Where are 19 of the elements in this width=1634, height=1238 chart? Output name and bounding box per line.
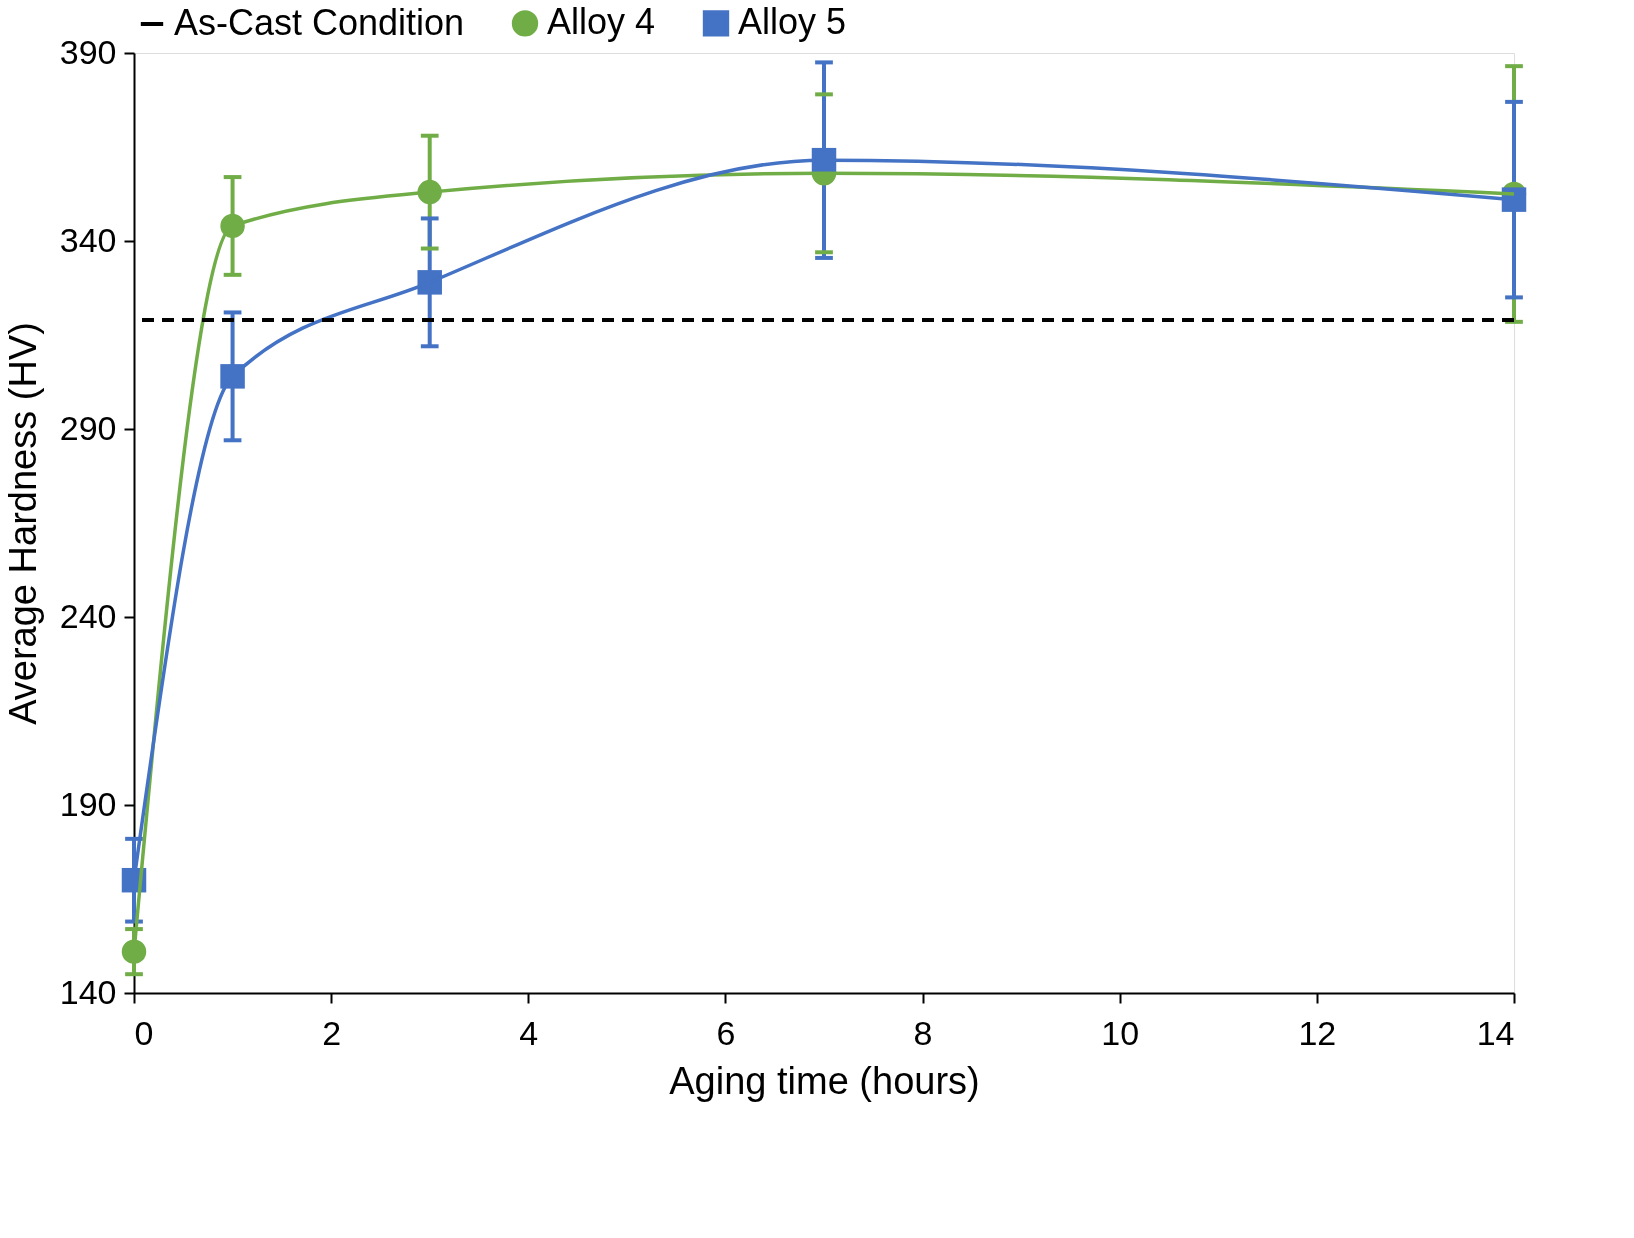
legend-label: Alloy 5 (738, 1, 847, 43)
legend-label: Alloy 4 (547, 1, 656, 43)
y-tick-label: 340 (59, 220, 117, 259)
y-tick-label: 140 (59, 972, 117, 1011)
x-tick-label: 0 (134, 1013, 154, 1052)
legend-label: As-Cast Condition (174, 2, 465, 43)
x-tick-label: 10 (1101, 1013, 1140, 1052)
x-tick-label: 14 (1476, 1013, 1515, 1052)
x-tick-label: 12 (1298, 1013, 1337, 1052)
y-tick-label: 390 (59, 32, 117, 71)
x-tick-label: 4 (519, 1013, 539, 1052)
y-tick-label: 290 (59, 408, 117, 447)
x-tick-label: 6 (716, 1013, 736, 1052)
x-tick-label: 2 (322, 1013, 342, 1052)
x-tick-label: 8 (913, 1013, 933, 1052)
y-tick-label: 240 (59, 596, 117, 635)
y-axis-title: Average Hardness (HV) (1, 322, 44, 725)
y-tick-label: 190 (59, 784, 117, 823)
x-axis-title: Aging time (hours) (669, 1059, 980, 1102)
